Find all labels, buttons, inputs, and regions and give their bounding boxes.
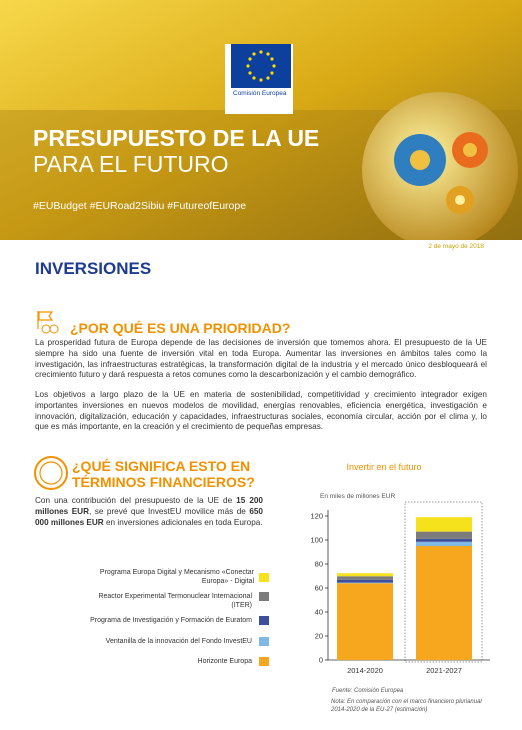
text-run: , se prevé que InvestEU movilice más de bbox=[89, 506, 250, 516]
flag-icon bbox=[37, 311, 59, 334]
legend-label: Programa Europa Digital y Mecanismo «Con… bbox=[99, 569, 254, 585]
heading: ¿POR QUÉ ES UNA PRIORIDAD? bbox=[70, 320, 291, 336]
y-tick-label: 100 bbox=[310, 536, 323, 545]
header-banner bbox=[0, 0, 522, 240]
legend-label: Programa de Investigación y Formación de… bbox=[90, 617, 252, 624]
x-tick-label: 2021-2027 bbox=[426, 666, 462, 675]
paragraph: Con una contribución del presupuesto de … bbox=[35, 496, 263, 528]
y-tick-label: 40 bbox=[315, 608, 323, 617]
legend-swatch bbox=[259, 616, 269, 625]
date: 2 de mayo de 2018 bbox=[428, 243, 484, 250]
logo-text: Comisión Europea bbox=[233, 90, 287, 97]
bar-segment bbox=[337, 582, 393, 584]
bar-segment bbox=[416, 538, 472, 542]
text-run: 15 200 millones EUR bbox=[35, 496, 263, 516]
legend-swatch bbox=[259, 573, 269, 582]
bar-segment bbox=[416, 546, 472, 660]
title-line: PRESUPUESTO DE LA UE bbox=[33, 125, 320, 151]
paragraph: La prosperidad futura de Europa depende … bbox=[35, 338, 487, 380]
bar-segment bbox=[416, 541, 472, 546]
y-tick-label: 120 bbox=[310, 512, 323, 521]
hashtags: #EUBudget #EURoad2Sibiu #FutureofEurope bbox=[33, 200, 247, 212]
legend-label: Reactor Experimental Termonuclear Intern… bbox=[98, 593, 252, 609]
section-title: INVERSIONES bbox=[35, 259, 152, 278]
legend-swatch bbox=[259, 637, 269, 646]
bar-segment bbox=[337, 573, 393, 577]
heading: ¿QUÉ SIGNIFICA ESTO EN TÉRMINOS FINANCIE… bbox=[72, 458, 255, 490]
y-tick-label: 60 bbox=[315, 584, 323, 593]
bar-segment bbox=[337, 576, 393, 580]
paragraph: Los objetivos a largo plazo de la UE en … bbox=[35, 390, 487, 432]
y-axis-label: En miles de millones EUR bbox=[320, 493, 395, 500]
text-run: en inversiones adicionales en toda Europ… bbox=[103, 517, 263, 527]
source: Fuente: Comisión Europea bbox=[332, 688, 404, 694]
note: Nota: En comparación con el marco financ… bbox=[331, 699, 482, 713]
bar-segment bbox=[416, 531, 472, 539]
text-run: 650 000 millones EUR bbox=[35, 506, 263, 527]
title-line: PARA EL FUTURO bbox=[33, 151, 229, 177]
y-tick-label: 80 bbox=[315, 560, 323, 569]
highlight-box bbox=[404, 501, 483, 663]
bar-segment bbox=[337, 579, 393, 583]
y-tick-label: 0 bbox=[319, 656, 323, 665]
x-tick-label: 2014-2020 bbox=[347, 666, 383, 675]
legend-label: Ventanilla de la innovación del Fondo In… bbox=[105, 638, 252, 645]
coin-icon bbox=[34, 456, 68, 490]
y-tick-label: 20 bbox=[315, 632, 323, 641]
text-run: Con una contribución del presupuesto de … bbox=[35, 496, 237, 505]
legend-swatch bbox=[259, 657, 269, 666]
chart-title: Invertir en el futuro bbox=[346, 462, 421, 472]
bar-segment bbox=[416, 517, 472, 532]
legend-label: Horizonte Europa bbox=[197, 658, 252, 665]
bar-segment bbox=[337, 583, 393, 660]
legend-swatch bbox=[259, 592, 269, 601]
